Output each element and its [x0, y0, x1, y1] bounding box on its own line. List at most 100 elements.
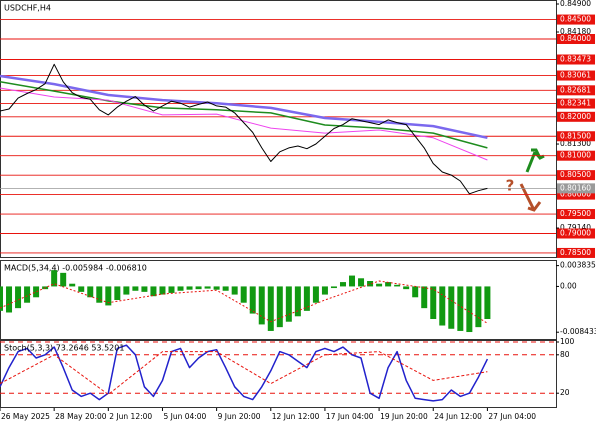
histogram-bar — [358, 278, 365, 287]
panel-frame — [0, 0, 557, 258]
histogram-bar — [475, 286, 482, 328]
level-label: 0.82681 — [560, 85, 591, 94]
histogram-bar — [24, 286, 31, 303]
level-label: 0.83473 — [560, 55, 591, 64]
histogram-bar — [339, 282, 346, 287]
x-tick-label: 17 Jun 04:00 — [326, 412, 374, 421]
histogram-bar — [186, 286, 193, 290]
histogram-bar — [231, 286, 238, 295]
histogram-bar — [403, 286, 410, 290]
histogram-bar — [168, 286, 175, 293]
histogram-bar — [285, 286, 292, 322]
level-label: 0.84500 — [560, 15, 591, 24]
level-label: 0.83061 — [560, 71, 591, 80]
y-tick-label: 0.81300 — [560, 139, 591, 148]
level-box — [557, 54, 595, 65]
series-line — [0, 81, 488, 149]
y-tick-label: 20 — [560, 388, 570, 397]
x-tick-label: 2 Jun 12:00 — [109, 412, 152, 421]
level-box — [557, 111, 595, 122]
level-label: 0.78500 — [560, 248, 591, 257]
x-tick-label: 9 Jun 20:00 — [218, 412, 261, 421]
level-box — [557, 150, 595, 161]
histogram-bar — [159, 286, 166, 295]
level-label: 0.80000 — [560, 190, 591, 199]
histogram-bar — [87, 286, 94, 298]
histogram-bar — [177, 286, 184, 291]
histogram-bar — [204, 286, 211, 289]
y-tick-label: 0.84180 — [560, 27, 591, 36]
histogram-bar — [60, 272, 67, 287]
x-tick-label: 27 Jun 04:00 — [488, 412, 536, 421]
series-line — [0, 344, 489, 402]
current-price-label: 0.80160 — [560, 183, 591, 192]
histogram-bar — [132, 286, 139, 291]
histogram-bar — [448, 286, 455, 329]
histogram-bar — [439, 286, 446, 326]
annotation: ? — [506, 177, 515, 195]
histogram-bar — [69, 283, 76, 287]
histogram-bar — [394, 284, 401, 287]
x-tick-label: 12 Jun 12:00 — [272, 412, 320, 421]
histogram-bar — [240, 286, 247, 303]
y-tick-label: 0.003835 — [560, 261, 596, 270]
y-tick-label: 0.79140 — [560, 223, 591, 232]
x-tick-label: 28 May 20:00 — [55, 412, 107, 421]
histogram-bar — [0, 286, 3, 311]
y-tick-label: 0.00 — [560, 281, 577, 290]
histogram-bar — [321, 286, 328, 295]
histogram-bar — [249, 286, 256, 314]
level-label: 0.79000 — [560, 228, 591, 237]
x-tick-label: 24 Jun 12:00 — [434, 412, 482, 421]
histogram-bar — [141, 286, 148, 292]
histogram-bar — [222, 286, 229, 291]
series-line — [0, 74, 488, 140]
level-box — [557, 70, 595, 81]
histogram-bar — [195, 286, 202, 290]
histogram-bar — [78, 286, 85, 292]
histogram-bar — [6, 286, 13, 313]
panel-frame — [0, 340, 557, 408]
series-line — [0, 280, 488, 324]
y-tick-label: 80 — [560, 350, 570, 359]
histogram-bar — [349, 275, 356, 287]
histogram-bar — [267, 286, 274, 331]
level-box — [557, 209, 595, 220]
level-box — [557, 170, 595, 181]
histogram-bar — [213, 286, 220, 290]
level-label: 0.81500 — [560, 131, 591, 140]
histogram-bar — [33, 286, 40, 298]
panel-title: Stoch(5,3,3) 73.2646 53.5201 — [4, 344, 124, 353]
histogram-bar — [367, 281, 374, 287]
panel-title: USDCHF,H4 — [4, 4, 51, 13]
y-tick-label: -0.008433 — [560, 327, 596, 336]
histogram-bar — [294, 286, 301, 317]
panel-title: MACD(5,34,4) -0.005984 -0.006810 — [4, 264, 147, 273]
histogram-bar — [15, 286, 22, 309]
series-line — [0, 351, 488, 395]
histogram-bar — [276, 286, 283, 328]
level-label: 0.81000 — [560, 151, 591, 160]
series-line — [0, 87, 488, 161]
histogram-bar — [96, 286, 103, 303]
level-box — [557, 189, 595, 200]
level-label: 0.82341 — [560, 99, 591, 108]
level-label: 0.79500 — [560, 209, 591, 218]
y-tick-label: 100 — [560, 337, 575, 346]
level-box — [557, 98, 595, 109]
y-tick-label: 0.84900 — [560, 0, 591, 8]
histogram-bar — [376, 283, 383, 287]
current-price-box — [557, 183, 595, 194]
histogram-bar — [150, 286, 157, 297]
histogram-bar — [412, 286, 419, 298]
panel: 0.003835 0.00 -0.008433 MACD(5,34,4) -0.005… — [0, 260, 596, 340]
level-label: 0.82000 — [560, 112, 591, 121]
histogram-bar — [303, 286, 310, 311]
level-box — [557, 131, 595, 142]
histogram-bar — [466, 286, 473, 333]
histogram-bar — [51, 270, 58, 287]
level-box — [557, 247, 595, 258]
x-tick-label: 19 Jun 20:00 — [380, 412, 428, 421]
